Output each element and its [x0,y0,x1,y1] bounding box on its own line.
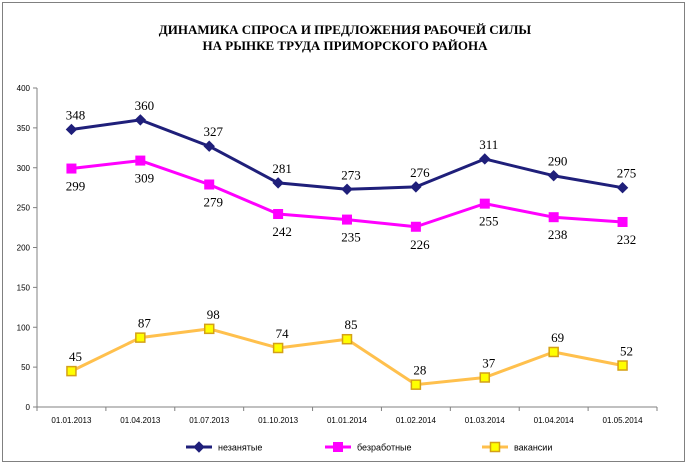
x-tick-label: 01.10.2013 [258,416,299,425]
data-point-marker [135,332,146,343]
data-label: 327 [203,124,223,139]
data-point-marker [66,163,77,174]
chart-title-line-1: ДИНАМИКА СПРОСА И ПРЕДЛОЖЕНИЯ РАБОЧЕЙ СИ… [159,22,532,37]
y-tick-label: 50 [21,363,30,372]
x-tick-label: 01.02.2014 [396,416,437,425]
data-label: 235 [341,230,361,245]
data-point-marker [617,360,628,371]
data-point-marker [341,183,353,195]
x-tick-label: 01.04.2013 [120,416,161,425]
data-point-marker [548,212,559,223]
legend-label: безработные [357,443,412,453]
data-label: 273 [341,167,361,182]
data-label: 87 [138,316,152,331]
x-tick-label: 01.07.2013 [189,416,230,425]
chart-axes: 0 50 100 150 200 250 300 350 400 01.01.2013 01.04.… [17,84,658,425]
data-point-marker [479,153,491,165]
data-label: 311 [479,137,498,152]
data-point-marker [342,214,352,225]
data-point-marker [135,155,146,166]
legend-label: вакансии [514,443,552,453]
data-point-marker [273,209,284,220]
data-point-marker [410,181,422,193]
legend-marker [333,442,343,452]
data-point-marker [410,221,421,232]
x-tick-label: 01.01.2013 [51,416,92,425]
data-label: 85 [345,317,358,332]
data-label: 255 [479,214,499,229]
legend-marker [193,441,205,453]
chart-data-labels: 348 360 327 281 273 276 311 290 275 299 309 279 242 2… [66,98,637,378]
data-label: 98 [207,307,220,322]
chart-frame [2,2,685,462]
data-label: 37 [482,355,496,370]
y-tick-label: 0 [26,403,31,412]
data-label: 290 [548,154,568,169]
y-tick-label: 350 [17,124,31,133]
x-tick-label: 01.03.2014 [465,416,506,425]
data-label: 226 [410,237,430,252]
data-point-marker [203,140,215,152]
data-point-marker [203,323,215,335]
chart-legend: незанятые безработные вакансии [186,441,552,453]
data-label: 276 [410,165,430,180]
data-point-marker [547,170,560,182]
data-label: 45 [69,349,82,364]
data-label: 275 [617,166,637,181]
data-label: 238 [548,227,568,242]
data-point-marker [548,346,559,358]
data-point-marker [341,333,353,345]
data-label: 348 [66,107,86,122]
legend-marker [489,441,501,453]
data-label: 52 [620,344,633,359]
data-point-marker [204,179,215,190]
data-label: 69 [551,330,564,345]
y-tick-label: 200 [17,244,31,253]
data-label: 281 [272,161,292,176]
data-point-marker [616,181,629,194]
y-tick-label: 300 [17,164,31,173]
y-tick-label: 150 [17,283,31,292]
legend-label: незанятые [218,443,262,453]
data-label: 299 [66,179,86,194]
data-point-marker [66,365,77,377]
data-label: 360 [135,98,155,113]
data-point-marker [65,123,78,136]
data-point-marker [479,198,490,209]
y-tick-label: 250 [17,204,31,213]
y-tick-label: 400 [17,84,31,93]
y-tick-label: 100 [17,323,31,332]
data-label: 232 [617,232,637,247]
data-point-marker [617,216,628,227]
chart-title-line-2: НА РЫНКЕ ТРУДА ПРИМОРСКОГО РАЙОНА [203,38,489,53]
data-point-marker [410,379,422,390]
data-label: 309 [135,171,155,186]
data-point-marker [272,177,284,189]
chart-series [65,114,629,390]
data-label: 279 [203,194,223,209]
x-tick-label: 01.01.2014 [327,416,368,425]
data-label: 242 [272,224,292,239]
data-point-marker [134,114,147,126]
data-point-marker [272,342,284,354]
data-label: 28 [413,363,426,378]
data-point-marker [479,372,491,383]
data-label: 74 [276,326,290,341]
x-tick-label: 01.04.2014 [534,416,575,425]
x-tick-label: 01.05.2014 [603,416,644,425]
